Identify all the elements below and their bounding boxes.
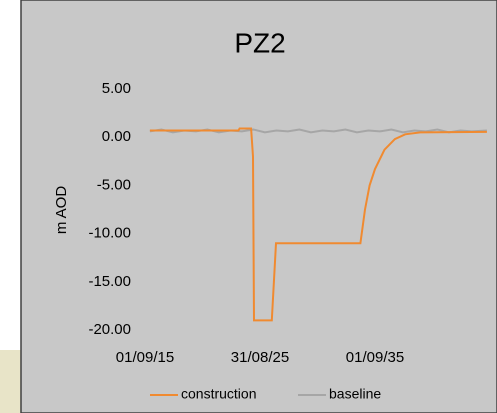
series-line [149,127,487,322]
chart-title: PZ2 [234,27,285,58]
y-tick-label: -15.00 [88,273,131,290]
y-tick-label: 5.00 [102,80,131,97]
y-tick-label: 0.00 [102,128,131,145]
x-tick-label: 31/08/25 [231,349,289,366]
y-tick-label: -20.00 [88,321,131,338]
chart-area [20,0,497,413]
legend-label: baseline [329,386,381,402]
legend-label: construction [181,386,256,402]
y-axis-label: m AOD [53,186,70,235]
x-tick-label: 01/09/35 [346,349,404,366]
y-tick-label: -10.00 [88,225,131,242]
y-tick-label: -5.00 [97,176,131,193]
map-fragment [0,350,22,413]
x-tick-label: 01/09/15 [116,349,174,366]
